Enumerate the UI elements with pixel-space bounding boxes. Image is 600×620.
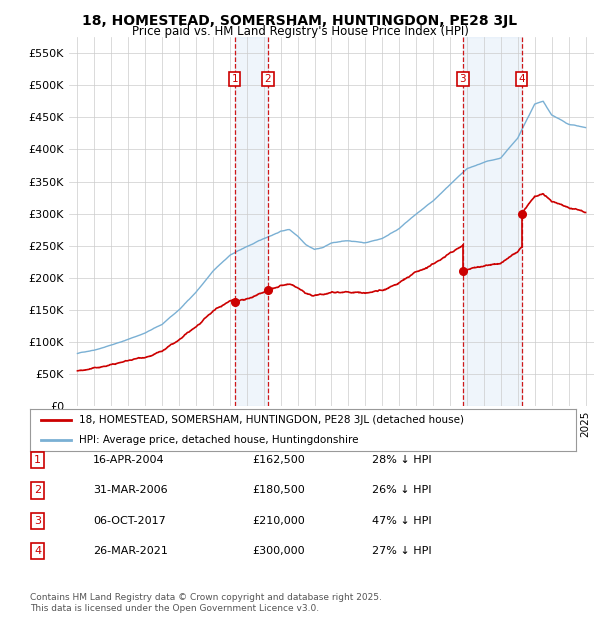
Text: 06-OCT-2017: 06-OCT-2017 [93, 516, 166, 526]
Text: £300,000: £300,000 [252, 546, 305, 556]
Text: HPI: Average price, detached house, Huntingdonshire: HPI: Average price, detached house, Hunt… [79, 435, 359, 445]
Text: 1: 1 [232, 74, 238, 84]
Text: 2: 2 [34, 485, 41, 495]
Text: £210,000: £210,000 [252, 516, 305, 526]
Text: 18, HOMESTEAD, SOMERSHAM, HUNTINGDON, PE28 3JL (detached house): 18, HOMESTEAD, SOMERSHAM, HUNTINGDON, PE… [79, 415, 464, 425]
Bar [235, 37, 268, 406]
Text: Contains HM Land Registry data © Crown copyright and database right 2025.
This d: Contains HM Land Registry data © Crown c… [30, 593, 382, 613]
Text: 1: 1 [34, 455, 41, 465]
Text: 27% ↓ HPI: 27% ↓ HPI [372, 546, 431, 556]
Text: 18, HOMESTEAD, SOMERSHAM, HUNTINGDON, PE28 3JL: 18, HOMESTEAD, SOMERSHAM, HUNTINGDON, PE… [82, 14, 518, 28]
Text: 3: 3 [34, 516, 41, 526]
Bar [463, 37, 521, 406]
Text: 2: 2 [265, 74, 271, 84]
Text: 28% ↓ HPI: 28% ↓ HPI [372, 455, 431, 465]
Text: 47% ↓ HPI: 47% ↓ HPI [372, 516, 431, 526]
Text: 16-APR-2004: 16-APR-2004 [93, 455, 164, 465]
Text: £180,500: £180,500 [252, 485, 305, 495]
Text: 26% ↓ HPI: 26% ↓ HPI [372, 485, 431, 495]
Text: Price paid vs. HM Land Registry's House Price Index (HPI): Price paid vs. HM Land Registry's House … [131, 25, 469, 38]
Text: 26-MAR-2021: 26-MAR-2021 [93, 546, 168, 556]
Text: 4: 4 [518, 74, 525, 84]
Text: 4: 4 [34, 546, 41, 556]
Text: 31-MAR-2006: 31-MAR-2006 [93, 485, 167, 495]
Text: £162,500: £162,500 [252, 455, 305, 465]
Text: 3: 3 [460, 74, 466, 84]
